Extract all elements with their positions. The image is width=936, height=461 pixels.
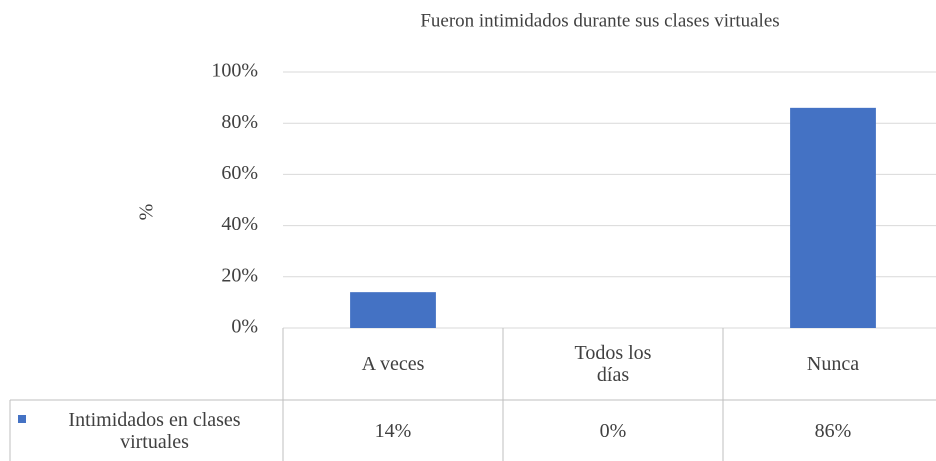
data-label: 86% <box>814 419 852 442</box>
x-tick-label: Nunca <box>806 353 860 375</box>
y-axis-label: % <box>136 204 158 221</box>
chart-title: Fueron intimidados durante sus clases vi… <box>420 10 779 31</box>
y-tick-label: 100% <box>211 60 258 82</box>
x-tick-label: A veces <box>361 353 425 375</box>
bar <box>790 107 876 328</box>
y-tick-label: 80% <box>221 111 258 133</box>
y-tick-label: 40% <box>221 213 258 235</box>
data-label: 0% <box>599 419 627 442</box>
legend-label: Intimidados en clases virtuales <box>68 408 241 453</box>
y-tick-label: 0% <box>231 316 258 338</box>
x-tick-label: Todos los días <box>574 342 652 386</box>
y-tick-label: 60% <box>221 162 258 184</box>
legend-swatch <box>18 414 26 423</box>
y-tick-label: 20% <box>221 264 258 286</box>
data-label: 14% <box>374 419 412 442</box>
legend-entry: Intimidados en clases virtuales <box>10 400 283 461</box>
bar <box>350 292 436 328</box>
